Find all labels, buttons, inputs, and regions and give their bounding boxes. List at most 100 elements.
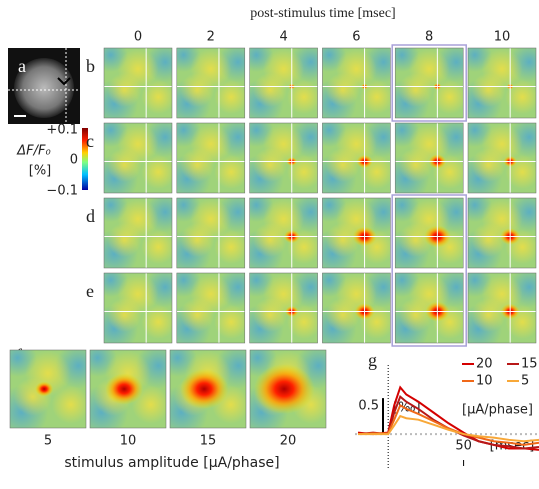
blob (505, 80, 536, 114)
heatmap-border (103, 197, 173, 269)
heatmap-body (170, 350, 246, 428)
amplitude-label: 15 (200, 434, 217, 449)
trace (357, 403, 539, 446)
spot (105, 373, 144, 405)
heatmap-body (104, 198, 172, 268)
blob (398, 73, 433, 107)
blob (253, 148, 287, 182)
heatmap (394, 122, 464, 194)
heatmap-body (176, 48, 245, 118)
heatmap-body (395, 273, 464, 343)
heatmap-body (395, 198, 464, 268)
colorbar (82, 128, 88, 190)
blob (253, 73, 287, 107)
blob (325, 298, 360, 332)
heatmap-border (467, 47, 537, 119)
heatmap-body (90, 350, 166, 428)
time-label: 2 (207, 30, 215, 45)
heatmap-body (250, 350, 326, 428)
heatmap (467, 197, 537, 269)
panel-label: d (86, 206, 95, 226)
heatmap-border (467, 122, 537, 194)
blob (471, 73, 506, 107)
blob (141, 80, 172, 114)
colorbar-max: +0.1 (46, 123, 78, 138)
heatmap-body (468, 48, 536, 118)
heatmap-border (169, 349, 247, 429)
heatmap-body (468, 273, 536, 343)
x-tick-label: 50 (455, 439, 472, 454)
heatmap (249, 349, 327, 429)
heatmap-border (176, 197, 246, 269)
heatmap (322, 122, 391, 194)
blob (107, 73, 142, 107)
heatmap-border (394, 197, 464, 269)
blob (141, 305, 172, 339)
heatmap (249, 47, 318, 119)
heatmap (176, 197, 246, 269)
heatmap (89, 349, 167, 429)
heatmap-body (468, 123, 536, 193)
heatmap (394, 272, 464, 344)
spot (253, 364, 315, 414)
blob (471, 223, 506, 257)
heatmap-body (249, 123, 318, 193)
legend-unit: [μA/phase] (462, 403, 533, 418)
heatmap-body (104, 48, 172, 118)
blob (471, 148, 506, 182)
heatmap-body (176, 198, 245, 268)
heatmap-border (467, 197, 537, 269)
time-label: 0 (134, 30, 142, 45)
blob (214, 305, 245, 339)
heatmap-border (103, 272, 173, 344)
heatmap (322, 47, 391, 119)
blob (51, 385, 86, 424)
blob (359, 80, 391, 114)
heatmap (176, 272, 246, 344)
heatmap-body (249, 48, 318, 118)
heatmap (249, 272, 318, 344)
blob (107, 223, 142, 257)
heatmap-border (249, 47, 318, 119)
heatmap-body (176, 123, 245, 193)
blob (180, 223, 215, 257)
blob (214, 155, 245, 189)
grid-title: post-stimulus time [msec] (250, 6, 395, 21)
heatmap (103, 197, 173, 269)
amplitude-label: 10 (120, 434, 137, 449)
blob (214, 230, 245, 264)
heatmap-border (394, 122, 464, 194)
blob (180, 298, 215, 332)
heatmap (103, 272, 173, 344)
heatmap-border (103, 47, 173, 119)
heatmap (169, 349, 247, 429)
blob (287, 80, 318, 114)
blob (325, 73, 360, 107)
panel-label: g (368, 350, 377, 370)
colorbar-min: −0.1 (46, 184, 78, 199)
blob (107, 148, 142, 182)
heatmap-body (104, 273, 172, 343)
heatmap (103, 47, 173, 119)
heatmap-border (322, 47, 391, 119)
legend-label: 15 (521, 357, 538, 372)
time-label: 4 (279, 30, 287, 45)
heatmap-body (468, 198, 536, 268)
heatmap-body (322, 48, 391, 118)
colorbar-mid: 0 (70, 153, 78, 168)
heatmap (467, 272, 537, 344)
heatmap-border (322, 197, 391, 269)
blob (180, 73, 215, 107)
heatmap (394, 47, 464, 119)
amplitude-label: 5 (44, 434, 52, 449)
blob (253, 223, 287, 257)
heatmap (9, 349, 87, 429)
heatmap-border (176, 47, 246, 119)
panel-label: c (86, 131, 94, 151)
blob (180, 148, 215, 182)
heatmap-body (322, 198, 391, 268)
time-label: 8 (425, 30, 433, 45)
blob (325, 148, 360, 182)
blob (398, 148, 433, 182)
